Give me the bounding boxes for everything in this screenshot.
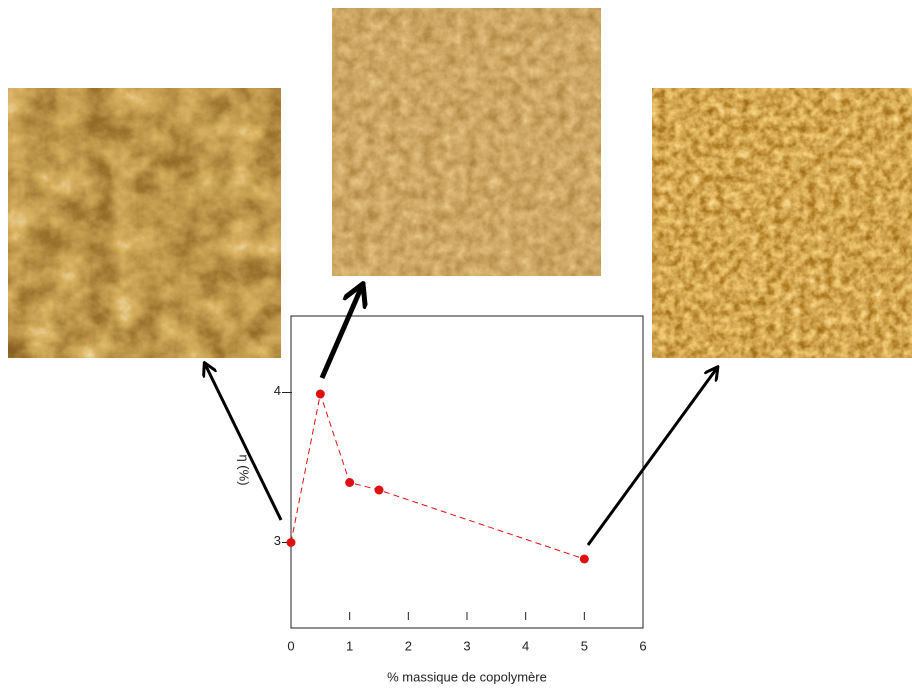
data-line <box>290 392 585 560</box>
y-axis-label: η (%) <box>237 454 252 485</box>
y-tick-label: 4 <box>274 383 281 398</box>
x-axis-label: % massique de copolymère <box>387 669 547 684</box>
data-point <box>579 554 589 564</box>
x-tick-label: 6 <box>639 638 646 653</box>
afm-image-middle <box>332 8 601 276</box>
x-tick-label: 1 <box>346 638 353 653</box>
x-tick-label: 3 <box>463 638 470 653</box>
x-tick-label: 2 <box>405 638 412 653</box>
y-tick-label: 3 <box>274 533 281 548</box>
afm-image-right <box>652 88 912 358</box>
x-tick-label: 4 <box>522 638 529 653</box>
afm-image-left <box>8 88 281 358</box>
data-point <box>374 485 384 495</box>
x-tick-label: 0 <box>287 638 294 653</box>
plot-frame <box>290 315 644 629</box>
arrow <box>205 364 283 521</box>
data-point <box>315 389 325 399</box>
data-point <box>286 538 296 547</box>
x-tick-label: 5 <box>581 638 588 653</box>
arrow <box>319 286 362 379</box>
arrow <box>586 368 717 546</box>
data-point <box>345 478 355 487</box>
